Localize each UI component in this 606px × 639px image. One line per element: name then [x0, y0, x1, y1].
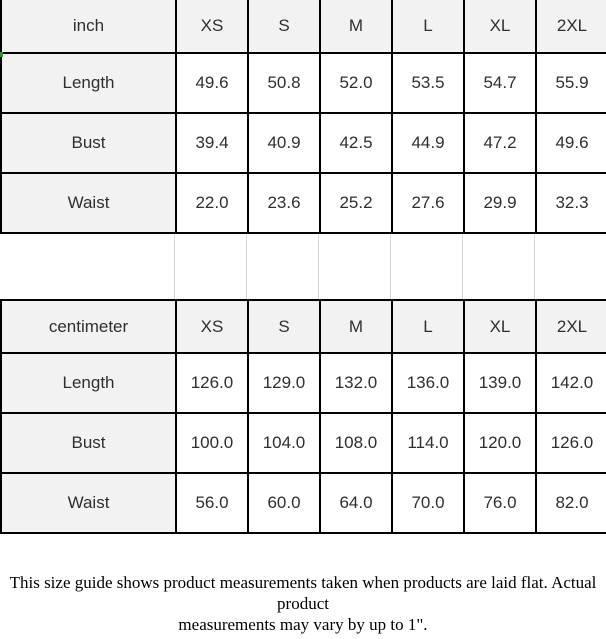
measurement-cell: 126.0 [175, 352, 249, 414]
size-header-s: S [247, 0, 321, 54]
measurement-cell: 60.0 [247, 472, 321, 534]
size-header-2xl: 2XL [535, 299, 606, 354]
measurement-cell: 56.0 [175, 472, 249, 534]
table-row: Bust 39.4 40.9 42.5 44.9 47.2 49.6 [0, 112, 606, 174]
measurement-cell: 126.0 [535, 412, 606, 474]
size-header-xs: XS [175, 0, 249, 54]
measurement-cell: 114.0 [391, 412, 465, 474]
size-header-s: S [247, 299, 321, 354]
gap-column-line [174, 234, 175, 299]
measurement-cell: 108.0 [319, 412, 393, 474]
row-label-bust: Bust [0, 412, 177, 474]
measurement-cell: 142.0 [535, 352, 606, 414]
size-header-2xl: 2XL [535, 0, 606, 54]
measurement-cell: 129.0 [247, 352, 321, 414]
footer-note: This size guide shows product measuremen… [0, 572, 606, 635]
measurement-cell: 139.0 [463, 352, 537, 414]
measurement-cell: 136.0 [391, 352, 465, 414]
footer-note-line1: This size guide shows product measuremen… [9, 573, 597, 613]
measurement-cell: 64.0 [319, 472, 393, 534]
table-row: Waist 22.0 23.6 25.2 27.6 29.9 32.3 [0, 172, 606, 234]
unit-header-centimeter: centimeter [0, 299, 177, 354]
row-label-length: Length [0, 352, 177, 414]
size-table-inch: inch XS S M L XL 2XL Length 49.6 50.8 52… [0, 0, 606, 234]
gap-column-line [318, 234, 319, 299]
measurement-cell: 29.9 [463, 172, 537, 234]
measurement-cell: 47.2 [463, 112, 537, 174]
measurement-cell: 39.4 [175, 112, 249, 174]
size-header-xl: XL [463, 299, 537, 354]
unit-header-inch: inch [0, 0, 177, 54]
left-edge-green-mark [0, 52, 3, 57]
measurement-cell: 32.3 [535, 172, 606, 234]
measurement-cell: 42.5 [319, 112, 393, 174]
measurement-cell: 50.8 [247, 52, 321, 114]
table-header-row: centimeter XS S M L XL 2XL [0, 299, 606, 354]
gap-column-line [246, 234, 247, 299]
size-table-centimeter: centimeter XS S M L XL 2XL Length 126.0 … [0, 299, 606, 534]
table-gap [0, 234, 606, 299]
measurement-cell: 49.6 [175, 52, 249, 114]
table-header-row: inch XS S M L XL 2XL [0, 0, 606, 54]
gap-column-line [534, 234, 535, 299]
measurement-cell: 44.9 [391, 112, 465, 174]
table-row: Bust 100.0 104.0 108.0 114.0 120.0 126.0 [0, 412, 606, 474]
measurement-cell: 49.6 [535, 112, 606, 174]
measurement-cell: 53.5 [391, 52, 465, 114]
table-row: Length 49.6 50.8 52.0 53.5 54.7 55.9 [0, 52, 606, 114]
size-header-xs: XS [175, 299, 249, 354]
measurement-cell: 22.0 [175, 172, 249, 234]
row-label-bust: Bust [0, 112, 177, 174]
table-row: Length 126.0 129.0 132.0 136.0 139.0 142… [0, 352, 606, 414]
row-label-length: Length [0, 52, 177, 114]
measurement-cell: 70.0 [391, 472, 465, 534]
measurement-cell: 40.9 [247, 112, 321, 174]
table-row: Waist 56.0 60.0 64.0 70.0 76.0 82.0 [0, 472, 606, 534]
measurement-cell: 25.2 [319, 172, 393, 234]
measurement-cell: 104.0 [247, 412, 321, 474]
measurement-cell: 120.0 [463, 412, 537, 474]
gap-column-line [390, 234, 391, 299]
footer-note-line2: measurements may vary by up to 1". [178, 615, 428, 634]
measurement-cell: 100.0 [175, 412, 249, 474]
gap-column-line [462, 234, 463, 299]
size-header-xl: XL [463, 0, 537, 54]
measurement-cell: 55.9 [535, 52, 606, 114]
measurement-cell: 23.6 [247, 172, 321, 234]
measurement-cell: 132.0 [319, 352, 393, 414]
size-header-m: M [319, 299, 393, 354]
measurement-cell: 82.0 [535, 472, 606, 534]
measurement-cell: 52.0 [319, 52, 393, 114]
measurement-cell: 54.7 [463, 52, 537, 114]
size-header-m: M [319, 0, 393, 54]
size-header-l: L [391, 299, 465, 354]
measurement-cell: 27.6 [391, 172, 465, 234]
measurement-cell: 76.0 [463, 472, 537, 534]
row-label-waist: Waist [0, 172, 177, 234]
row-label-waist: Waist [0, 472, 177, 534]
size-header-l: L [391, 0, 465, 54]
